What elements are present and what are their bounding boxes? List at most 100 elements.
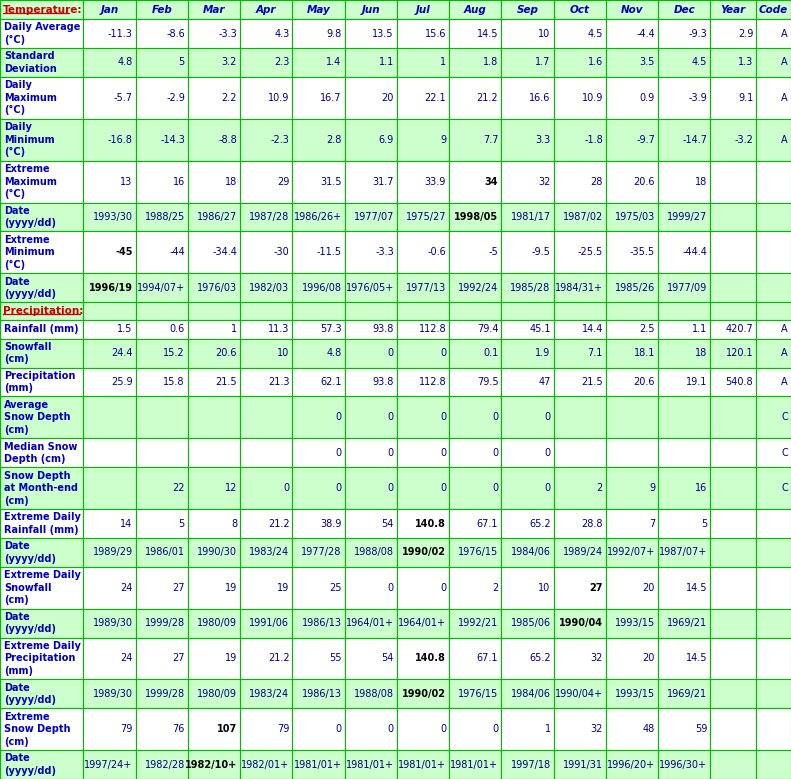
Bar — [293, 19, 345, 48]
Text: 1981/01+: 1981/01+ — [398, 760, 446, 770]
Text: 20.6: 20.6 — [216, 348, 237, 358]
Text: 5: 5 — [179, 519, 185, 529]
Bar — [606, 397, 658, 439]
Bar — [135, 509, 188, 538]
Text: -2.9: -2.9 — [166, 93, 185, 103]
Bar — [293, 118, 345, 160]
Text: 65.2: 65.2 — [529, 519, 551, 529]
Bar — [658, 0, 710, 19]
Text: -44: -44 — [169, 248, 185, 257]
Bar — [756, 160, 791, 203]
Bar — [554, 319, 606, 339]
Text: 1.8: 1.8 — [483, 58, 498, 68]
Bar — [501, 608, 554, 637]
Bar — [83, 302, 135, 319]
Text: -30: -30 — [274, 248, 290, 257]
Bar — [345, 273, 397, 302]
Text: 1986/01: 1986/01 — [145, 548, 185, 557]
Text: 1992/07+: 1992/07+ — [607, 548, 655, 557]
Bar — [345, 538, 397, 567]
Text: 67.1: 67.1 — [477, 519, 498, 529]
Bar — [83, 750, 135, 779]
Text: 1977/13: 1977/13 — [406, 283, 446, 293]
Bar — [135, 538, 188, 567]
Text: 1992/24: 1992/24 — [458, 283, 498, 293]
Bar — [397, 368, 449, 397]
Text: 0: 0 — [440, 483, 446, 493]
Text: 1987/07+: 1987/07+ — [659, 548, 707, 557]
Text: 18: 18 — [695, 348, 707, 358]
Text: Extreme
Minimum
(°C): Extreme Minimum (°C) — [4, 235, 55, 270]
Text: 7: 7 — [649, 519, 655, 529]
Bar — [240, 319, 293, 339]
Bar — [606, 302, 658, 319]
Bar — [449, 538, 501, 567]
Bar — [83, 118, 135, 160]
Bar — [554, 637, 606, 679]
Text: Date
(yyyy/dd): Date (yyyy/dd) — [4, 541, 56, 563]
Text: 0: 0 — [492, 412, 498, 422]
Bar — [449, 319, 501, 339]
Bar — [756, 48, 791, 77]
Bar — [345, 231, 397, 273]
Text: 1988/08: 1988/08 — [354, 689, 394, 699]
Text: 3.2: 3.2 — [221, 58, 237, 68]
Bar — [710, 368, 756, 397]
Bar — [0, 77, 83, 118]
Bar — [554, 439, 606, 467]
Bar — [135, 467, 188, 509]
Bar — [293, 319, 345, 339]
Bar — [83, 19, 135, 48]
Text: 1: 1 — [440, 58, 446, 68]
Text: 31.7: 31.7 — [373, 177, 394, 187]
Text: Mar: Mar — [202, 5, 225, 15]
Bar — [83, 368, 135, 397]
Text: 1977/07: 1977/07 — [354, 212, 394, 222]
Bar — [658, 368, 710, 397]
Text: 1975/03: 1975/03 — [615, 212, 655, 222]
Bar — [135, 19, 188, 48]
Bar — [188, 48, 240, 77]
Text: 19: 19 — [277, 583, 290, 593]
Text: 76: 76 — [172, 724, 185, 735]
Bar — [756, 637, 791, 679]
Bar — [710, 567, 756, 608]
Text: 0.9: 0.9 — [640, 93, 655, 103]
Bar — [0, 467, 83, 509]
Text: 20: 20 — [643, 654, 655, 664]
Text: 2: 2 — [492, 583, 498, 593]
Bar — [135, 302, 188, 319]
Bar — [345, 339, 397, 368]
Bar — [554, 708, 606, 750]
Text: -2.3: -2.3 — [271, 135, 290, 145]
Text: 1993/30: 1993/30 — [93, 212, 133, 222]
Bar — [293, 608, 345, 637]
Bar — [449, 160, 501, 203]
Bar — [345, 0, 397, 19]
Bar — [449, 509, 501, 538]
Text: -9.7: -9.7 — [636, 135, 655, 145]
Text: 1984/31+: 1984/31+ — [554, 283, 603, 293]
Bar — [0, 319, 83, 339]
Text: 10: 10 — [539, 583, 551, 593]
Bar — [501, 679, 554, 708]
Bar — [658, 509, 710, 538]
Text: 1980/09: 1980/09 — [197, 618, 237, 628]
Bar — [135, 637, 188, 679]
Bar — [710, 302, 756, 319]
Text: Code: Code — [759, 5, 788, 15]
Bar — [188, 567, 240, 608]
Text: 1983/24: 1983/24 — [249, 689, 290, 699]
Text: 67.1: 67.1 — [477, 654, 498, 664]
Bar — [397, 302, 449, 319]
Text: Aug: Aug — [464, 5, 486, 15]
Bar — [83, 608, 135, 637]
Text: 0: 0 — [335, 724, 342, 735]
Bar — [240, 708, 293, 750]
Text: 1969/21: 1969/21 — [668, 618, 707, 628]
Bar — [188, 319, 240, 339]
Bar — [606, 273, 658, 302]
Text: -4.4: -4.4 — [636, 29, 655, 39]
Bar — [554, 467, 606, 509]
Text: 20: 20 — [643, 583, 655, 593]
